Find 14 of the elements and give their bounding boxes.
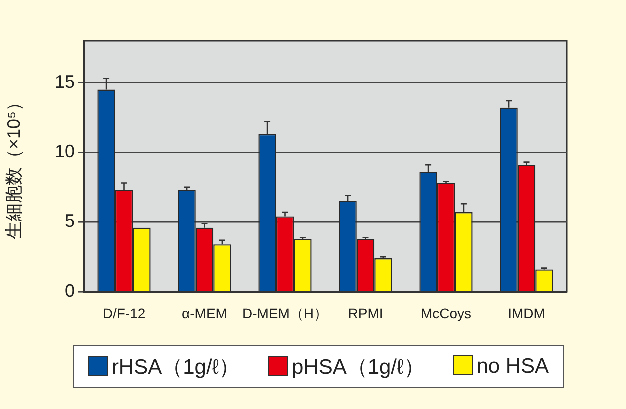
x-tick-label: IMDM: [508, 305, 546, 322]
x-tick-label: α-MEM: [182, 305, 228, 322]
y-tick-label: 0: [64, 280, 75, 301]
legend-label: no HSA: [476, 354, 550, 378]
legend-label: rHSA（1g/ℓ）: [110, 354, 240, 380]
legend-label: pHSA（1g/ℓ）: [290, 354, 425, 380]
y-tick-label: 15: [54, 72, 75, 92]
x-tick-label: D/F-12: [102, 305, 146, 322]
x-tick-label: McCoys: [420, 305, 472, 322]
x-tick-label: RPMI: [348, 305, 384, 322]
x-tick-label: D-MEM（H）: [242, 305, 328, 322]
y-axis-title: 生細胞数（×10⁵）: [4, 94, 24, 240]
y-tick-label: 5: [64, 211, 75, 232]
y-tick-label: 10: [54, 142, 75, 162]
